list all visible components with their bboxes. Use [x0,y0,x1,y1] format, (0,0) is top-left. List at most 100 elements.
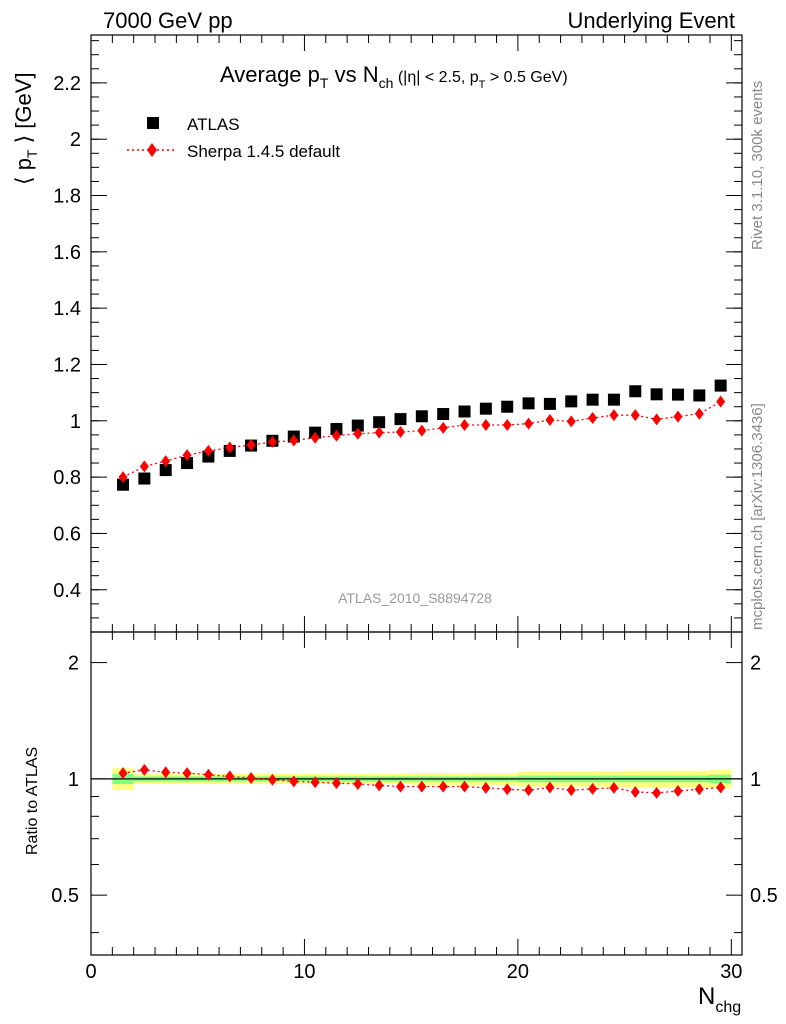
sherpa-point [267,435,277,448]
sherpa-ratio-point [652,786,662,799]
atlas-point [586,393,599,406]
ratio-y-tick-label-right: 2 [750,653,761,675]
sherpa-point [139,460,149,473]
main-y-tick-label: 2.2 [53,73,81,95]
plot-title-main: Average p [220,62,320,87]
sherpa-ratio-point [289,775,299,788]
x-tick-label: 20 [507,961,529,983]
sherpa-point [588,411,598,424]
sherpa-point [652,413,662,426]
sherpa-ratio-point [609,781,619,794]
ratio-y-axis-label: Ratio to ATLAS [24,747,41,855]
sherpa-point [673,410,683,423]
sherpa-point [310,431,320,444]
sherpa-point [182,449,192,462]
sherpa-point [374,426,384,439]
main-y-tick-labels: 0.4 0.6 0.8 1 1.2 1.4 1.6 1.8 2 2.2 [53,73,81,602]
rivet-version-label: Rivet 3.1.10, 300k events [749,81,766,250]
sherpa-point [716,395,726,408]
sherpa-markers [118,395,726,484]
plot-title-vs: vs N [328,62,378,87]
atlas-markers [117,379,727,491]
sherpa-point [566,415,576,428]
sherpa-ratio-point [481,781,491,794]
y-axis-label-open: ⟨ p [11,158,36,185]
sherpa-point [417,424,427,437]
atlas-point [415,410,428,423]
sherpa-ratio-point [139,763,149,776]
plot-title-cut-sub: T [479,79,486,91]
sherpa-point [395,426,405,439]
plot-title: Average pT vs Nch (|η| < 2.5, pT > 0.5 G… [220,62,568,91]
atlas-point [501,400,514,413]
atlas-point [629,385,642,398]
main-y-tick-label: 0.4 [53,580,81,602]
atlas-point [159,464,172,477]
atlas-point [330,422,343,435]
atlas-point [693,389,706,402]
atlas-point [351,419,364,432]
main-y-tick-label: 1.6 [53,242,81,264]
sherpa-ratio-point [310,776,320,789]
sherpa-ratio-point [246,772,256,785]
sherpa-ratio-point [331,777,341,790]
atlas-point [650,388,663,401]
header-energy: 7000 GeV pp [103,8,233,33]
sherpa-point [289,434,299,447]
legend-sherpa-marker [147,143,157,157]
plot-title-cut-close: > 0.5 GeV) [485,69,567,86]
main-y-tick-label: 1.2 [53,354,81,376]
sherpa-ratio-point [566,784,576,797]
ratio-panel: 0.5 0.5 1 1 2 2 [51,631,778,956]
ratio-y-tick-label: 2 [68,653,79,675]
x-axis-label-main: N [698,983,715,1010]
atlas-point [394,413,407,426]
legend-atlas-marker [147,117,159,129]
sherpa-ratio-point [673,785,683,798]
y-axis-label-sub: T [24,149,40,158]
sherpa-ratio-point [524,784,534,797]
sherpa-point [246,439,256,452]
sherpa-ratio-point [161,766,171,779]
sherpa-ratio-point [460,780,470,793]
sherpa-ratio-point [545,781,555,794]
atlas-point [565,395,578,408]
sherpa-point [353,427,363,440]
atlas-point [522,397,535,410]
sherpa-ratio-markers [118,763,726,799]
sherpa-point [694,407,704,420]
main-axis-ticks [90,35,742,632]
x-axis-label: Nchg [698,983,741,1016]
sherpa-ratio-point [182,767,192,780]
plot-title-main-sub: T [320,75,329,91]
main-y-tick-label: 1.8 [53,186,81,208]
sherpa-ratio-point [588,782,598,795]
ratio-y-tick-label: 1 [68,769,79,791]
sherpa-ratio-point [716,781,726,794]
ratio-y-tick-label-right: 1 [750,769,761,791]
atlas-point [138,472,151,485]
x-tick-label: 10 [293,961,315,983]
main-y-tick-label: 2 [70,129,81,151]
sherpa-ratio-point [694,783,704,796]
main-y-tick-label: 1 [70,411,81,433]
sherpa-ratio-point [374,779,384,792]
sherpa-ratio-point [438,780,448,793]
sherpa-point [545,413,555,426]
sherpa-ratio-point [630,785,640,798]
atlas-point [437,408,450,421]
main-panel: 0.4 0.6 0.8 1 1.2 1.4 1.6 1.8 2 2.2 [53,34,743,633]
main-y-tick-label: 1.4 [53,298,81,320]
sherpa-point [118,471,128,484]
main-y-tick-label: 0.8 [53,467,81,489]
ratio-y-tick-label: 0.5 [51,885,79,907]
sherpa-ratio-point [502,783,512,796]
atlas-point [714,379,727,392]
x-axis-label-sub: chg [715,999,741,1016]
sherpa-ratio-point [225,770,235,783]
sherpa-point [502,419,512,432]
sherpa-ratio-point [203,768,213,781]
y-axis-label: ⟨ pT ⟩ [GeV] [11,72,40,185]
header-analysis-type: Underlying Event [567,8,735,33]
